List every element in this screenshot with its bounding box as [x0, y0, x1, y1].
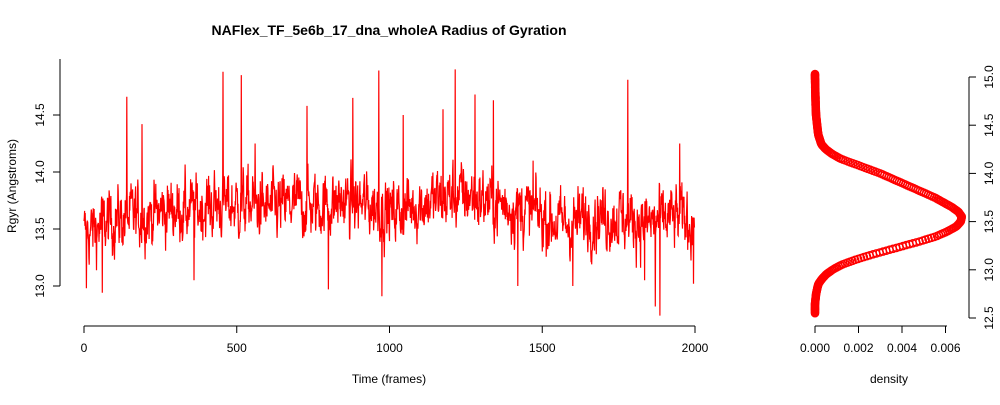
- dens-x-ticks: 0.000 0.002 0.004 0.006: [800, 326, 961, 355]
- ts-y-axis-title: Rgyr (Angstroms): [5, 139, 19, 233]
- dens-y-tick-label: 13.5: [982, 210, 996, 234]
- ts-x-tick-label: 0: [81, 341, 88, 355]
- dens-x-tick-label: 0.006: [930, 341, 960, 355]
- density-points: [810, 69, 967, 318]
- dens-y-tick-label: 12.5: [982, 306, 996, 330]
- dens-y-ticks: 12.5 13.0 13.5 14.0 14.5 15.0: [969, 65, 996, 330]
- dens-y-tick-label: 13.0: [982, 258, 996, 282]
- density-point: [810, 69, 820, 79]
- dens-x-axis-title: density: [870, 372, 908, 386]
- ts-x-ticks: 0 500 1000 1500 2000: [81, 326, 709, 355]
- ts-x-tick-label: 1500: [529, 341, 556, 355]
- dens-y-tick-label: 15.0: [982, 65, 996, 89]
- dens-x-tick-label: 0.002: [843, 341, 873, 355]
- dens-x-tick-label: 0.004: [887, 341, 917, 355]
- dens-y-tick-label: 14.5: [982, 113, 996, 137]
- ts-y-tick-label: 13.5: [33, 217, 47, 241]
- dens-y-tick-label: 14.0: [982, 161, 996, 185]
- time-series-panel: 13.0 13.5 14.0 14.5 0 500 1000 1500 2000 Time (…: [5, 59, 709, 386]
- density-panel: 12.5 13.0 13.5 14.0 14.5 15.0 0.000 0.002 0.004…: [800, 65, 996, 386]
- chart-title: NAFlex_TF_5e6b_17_dna_wholeA Radius of G…: [211, 22, 566, 38]
- ts-x-tick-label: 1000: [376, 341, 403, 355]
- ts-y-tick-label: 14.0: [33, 160, 47, 184]
- ts-x-axis-title: Time (frames): [352, 372, 426, 386]
- dens-x-tick-label: 0.000: [800, 341, 830, 355]
- ts-y-ticks: 13.0 13.5 14.0 14.5: [33, 103, 60, 298]
- ts-y-tick-label: 14.5: [33, 103, 47, 127]
- ts-x-tick-label: 500: [227, 341, 247, 355]
- rgyr-series-line: [83, 69, 696, 316]
- ts-y-tick-label: 13.0: [33, 274, 47, 298]
- ts-x-tick-label: 2000: [682, 341, 709, 355]
